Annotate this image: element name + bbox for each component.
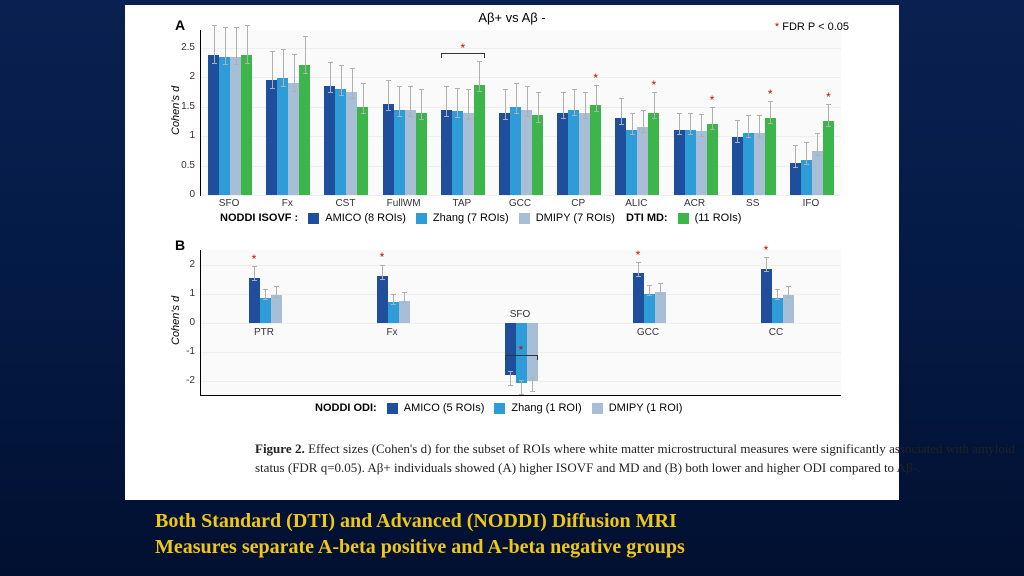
panel-a-legend: NODDI ISOVF :AMICO (8 ROIs)Zhang (7 ROIs… — [220, 212, 850, 224]
panel-b-plot: ***** — [200, 250, 841, 396]
slide-conclusion: Both Standard (DTI) and Advanced (NODDI)… — [155, 508, 685, 560]
figure-caption: Figure 2. Effect sizes (Cohen's d) for t… — [255, 440, 1015, 478]
panel-a-label: A — [175, 17, 185, 33]
panel-b-label: B — [175, 237, 185, 253]
chart-title: Aβ+ vs Aβ - — [478, 10, 545, 25]
panel-b-legend: NODDI ODI:AMICO (5 ROIs)Zhang (1 ROI)DMI… — [315, 402, 682, 414]
figure-container: A Aβ+ vs Aβ - * FDR P < 0.05 Cohen's d *… — [125, 5, 899, 500]
panel-a-plot: ****** — [200, 30, 841, 196]
